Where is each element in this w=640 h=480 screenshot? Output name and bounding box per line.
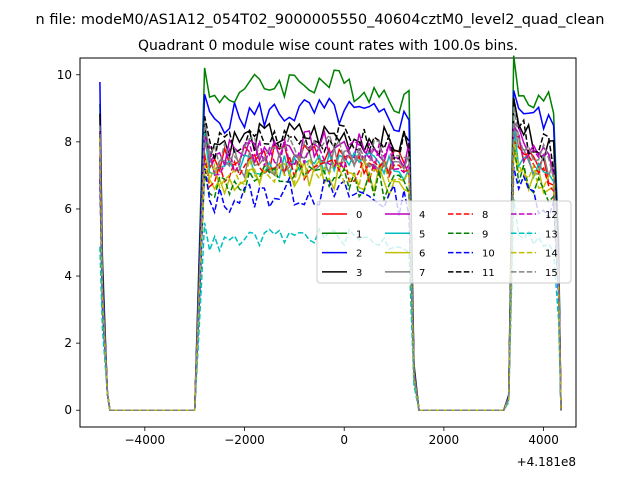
legend-label-12: 12 <box>545 210 558 221</box>
legend-label-15: 15 <box>545 268 558 279</box>
legend-label-2: 2 <box>356 249 362 260</box>
chart-title: Quadrant 0 module wise count rates with … <box>138 38 518 54</box>
legend-label-3: 3 <box>356 268 362 279</box>
legend-label-10: 10 <box>482 249 495 260</box>
legend-label-4: 4 <box>419 210 425 221</box>
legend-label-8: 8 <box>482 210 488 221</box>
y-axis: 0 2 4 6 8 10 <box>57 68 80 417</box>
legend-label-7: 7 <box>419 268 425 279</box>
x-tick-label: 2000 <box>429 433 460 447</box>
legend-label-6: 6 <box>419 249 425 260</box>
legend-label-9: 9 <box>482 229 488 240</box>
legend-label-13: 13 <box>545 229 558 240</box>
legend-box <box>316 200 572 284</box>
axes-frame <box>79 57 577 428</box>
x-tick-label: 0 <box>340 433 348 447</box>
y-tick-label: 8 <box>64 135 72 149</box>
x-axis-offset-label: +4.181e8 <box>517 455 576 469</box>
legend-label-11: 11 <box>482 268 495 279</box>
series-14-line <box>99 137 562 411</box>
legend-label-0: 0 <box>356 210 362 221</box>
legend-label-14: 14 <box>545 249 558 260</box>
x-tick-label: −4000 <box>125 433 166 447</box>
y-tick-label: 4 <box>64 269 72 283</box>
x-tick-label: 4000 <box>528 433 559 447</box>
legend-label-5: 5 <box>419 229 425 240</box>
y-tick-label: 0 <box>64 403 72 417</box>
y-tick-label: 6 <box>64 202 72 216</box>
x-axis: −4000 −2000 0 2000 4000 <box>125 427 559 447</box>
y-tick-label: 10 <box>57 68 72 82</box>
y-tick-label: 2 <box>64 336 72 350</box>
x-tick-label: −2000 <box>224 433 265 447</box>
legend-label-1: 1 <box>356 229 362 240</box>
figure-suptitle: n file: modeM0/AS1A12_054T02_9000005550_… <box>36 12 605 28</box>
